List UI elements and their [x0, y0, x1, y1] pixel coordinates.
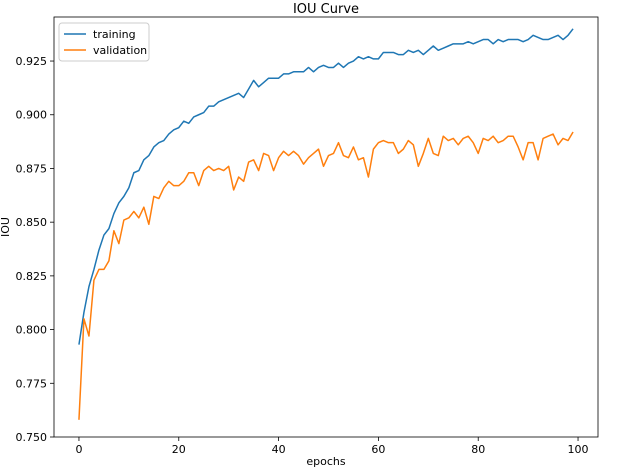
- legend: training validation: [58, 22, 150, 62]
- series-line-training: [78, 28, 574, 345]
- y-axis-label: IOU: [0, 217, 12, 237]
- legend-label-validation: validation: [93, 44, 147, 57]
- x-tick-label: 20: [172, 443, 186, 456]
- legend-box: [58, 22, 150, 62]
- x-axis-ticks: 0 20 40 60 80 100: [75, 437, 589, 456]
- y-tick-label: 0.800: [16, 324, 48, 337]
- x-tick-label: 40: [272, 443, 286, 456]
- x-tick-label: 60: [371, 443, 385, 456]
- legend-label-training: training: [93, 28, 136, 41]
- series-line-validation: [78, 131, 574, 420]
- x-tick-label: 80: [471, 443, 485, 456]
- x-axis-label: epochs: [306, 455, 345, 468]
- y-tick-label: 0.925: [16, 55, 48, 68]
- y-axis-ticks: 0.750 0.775 0.800 0.825 0.850 0.875 0.900 0.925: [16, 55, 54, 444]
- y-tick-label: 0.775: [16, 377, 48, 390]
- y-tick-label: 0.875: [16, 162, 48, 175]
- y-tick-label: 0.900: [16, 109, 48, 122]
- plot-area: [53, 16, 599, 438]
- y-tick-label: 0.850: [16, 216, 48, 229]
- x-tick-label: 100: [568, 443, 589, 456]
- y-tick-label: 0.750: [16, 431, 48, 444]
- plot-frame: [53, 16, 599, 438]
- y-tick-label: 0.825: [16, 270, 48, 283]
- chart-title: IOU Curve: [293, 2, 359, 17]
- x-tick-label: 0: [75, 443, 82, 456]
